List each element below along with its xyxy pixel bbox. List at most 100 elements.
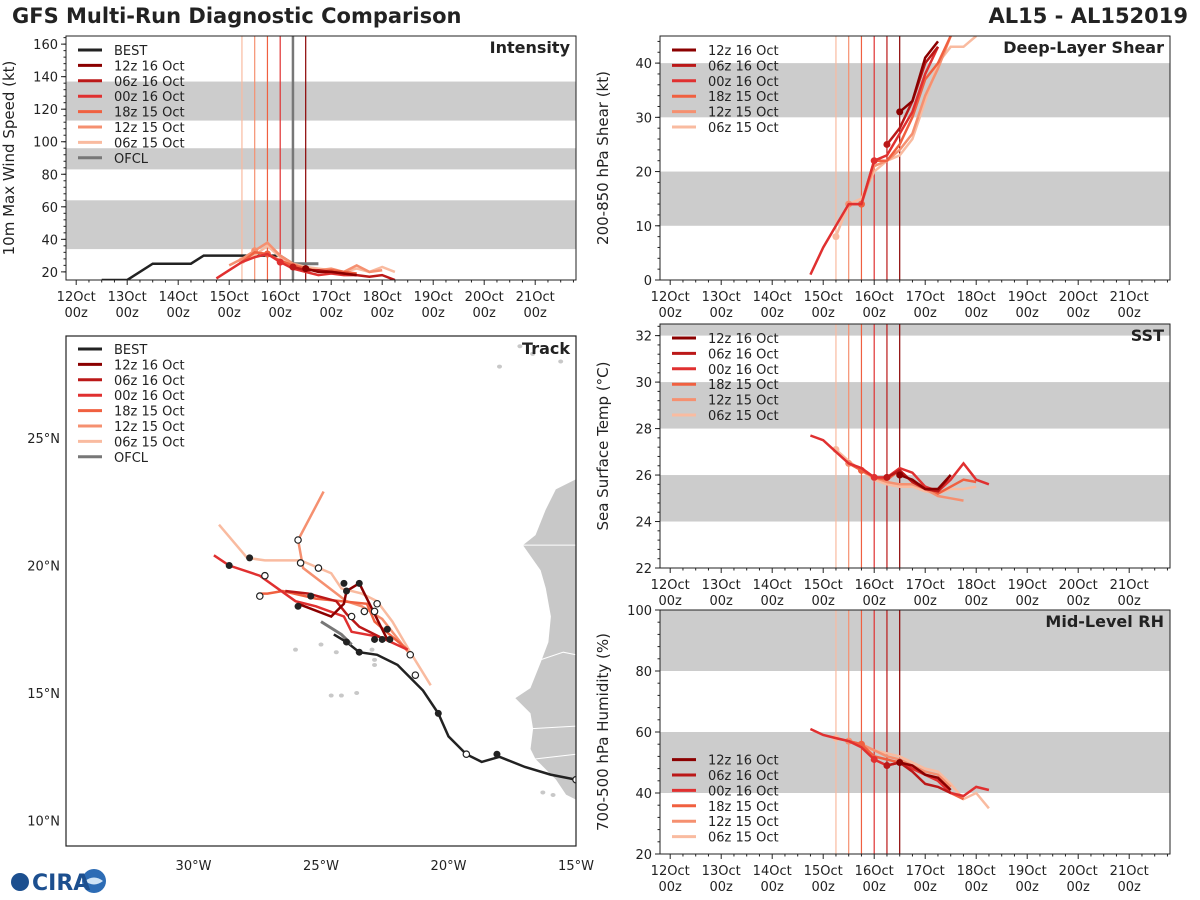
track-marker-00z xyxy=(340,579,348,587)
x-tick-label: 21Oct xyxy=(1110,290,1149,305)
x-tick-label: 20Oct xyxy=(1059,864,1098,879)
x-tick-label: 19Oct xyxy=(1008,290,1047,305)
x-tick-sublabel: 00z xyxy=(1067,594,1091,609)
track-marker-00z xyxy=(246,554,254,562)
track-marker-12z xyxy=(255,592,264,600)
track-18z15 xyxy=(259,589,409,651)
x-tick-label: 20Oct xyxy=(1059,290,1098,305)
y-tick-label: 20 xyxy=(41,266,58,281)
y-tick-label: 10 xyxy=(635,220,652,235)
x-tick-sublabel: 00z xyxy=(1016,306,1040,321)
x-tick-sublabel: 00z xyxy=(965,306,989,321)
x-tick-label: 19Oct xyxy=(414,290,453,305)
x-tick-label: 13Oct xyxy=(108,290,147,305)
legend-label: 12z 15 Oct xyxy=(708,394,779,409)
track-marker-12z xyxy=(360,607,369,616)
lat-label: 10°N xyxy=(27,815,60,830)
border xyxy=(540,651,576,661)
island xyxy=(369,647,375,652)
y-tick-label: 0 xyxy=(644,274,652,289)
y-tick-label: 26 xyxy=(635,469,652,484)
x-tick-sublabel: 00z xyxy=(965,594,989,609)
threshold-band xyxy=(660,324,1170,336)
island xyxy=(372,662,378,667)
y-tick-label: 28 xyxy=(635,423,652,438)
threshold-band xyxy=(66,81,576,121)
y-tick-label: 32 xyxy=(635,330,652,345)
x-tick-label: 20Oct xyxy=(465,290,504,305)
panel-title: Intensity xyxy=(490,38,571,57)
x-tick-sublabel: 00z xyxy=(1118,880,1142,895)
legend-label: 12z 15 Oct xyxy=(114,121,185,136)
track-marker-00z xyxy=(493,750,501,758)
lon-label: 25°W xyxy=(303,859,339,874)
legend-label: BEST xyxy=(114,44,147,59)
x-tick-label: 13Oct xyxy=(702,578,741,593)
init-marker-06z16 xyxy=(289,263,297,271)
y-tick-label: 60 xyxy=(41,201,58,216)
series-00z16 xyxy=(215,252,357,280)
axes-frame xyxy=(659,35,1171,281)
x-tick-label: 18Oct xyxy=(957,290,996,305)
series-12z16 xyxy=(899,761,952,791)
x-tick-label: 14Oct xyxy=(753,290,792,305)
lon-label: 30°W xyxy=(176,859,212,874)
y-tick-label: 40 xyxy=(635,57,652,72)
x-tick-sublabel: 00z xyxy=(761,306,785,321)
legend-label: 00z 16 Oct xyxy=(708,363,779,378)
legend-label: 18z 15 Oct xyxy=(708,800,779,815)
x-tick-sublabel: 00z xyxy=(914,594,938,609)
legend-label: 06z 16 Oct xyxy=(114,374,185,389)
track-marker-00z xyxy=(307,592,315,600)
track-marker-00z xyxy=(383,625,391,633)
track-marker-00z xyxy=(378,635,386,643)
x-tick-label: 18Oct xyxy=(363,290,402,305)
lon-label: 20°W xyxy=(431,859,467,874)
logo-text: CIRA xyxy=(32,871,90,896)
island xyxy=(558,359,564,364)
x-tick-sublabel: 00z xyxy=(659,594,683,609)
y-tick-label: 80 xyxy=(41,168,58,183)
x-tick-label: 16Oct xyxy=(855,578,894,593)
legend-label: 00z 16 Oct xyxy=(114,90,185,105)
legend-label: 12z 16 Oct xyxy=(708,332,779,347)
series-00z16 xyxy=(809,434,990,493)
island xyxy=(293,647,298,652)
track-12z15 xyxy=(296,491,412,656)
island xyxy=(328,693,334,698)
x-tick-label: 16Oct xyxy=(855,864,894,879)
x-tick-sublabel: 00z xyxy=(116,306,140,321)
x-tick-label: 12Oct xyxy=(651,578,690,593)
init-marker-00z16 xyxy=(870,755,878,763)
y-tick-label: 100 xyxy=(33,136,58,151)
panel-shear: 01020304012Oct00z13Oct00z14Oct00z15Oct00… xyxy=(594,35,1171,321)
x-tick-sublabel: 00z xyxy=(812,594,836,609)
legend-label: 18z 15 Oct xyxy=(708,90,779,105)
x-tick-sublabel: 00z xyxy=(812,306,836,321)
x-tick-label: 15Oct xyxy=(804,864,843,879)
border xyxy=(530,725,576,730)
x-tick-label: 18Oct xyxy=(957,578,996,593)
legend-label: 06z 15 Oct xyxy=(708,831,779,846)
y-tick-label: 24 xyxy=(635,516,652,531)
x-tick-sublabel: 00z xyxy=(965,880,989,895)
y-axis-label: Sea Surface Temp (°C) xyxy=(594,361,612,530)
x-tick-sublabel: 00z xyxy=(1118,306,1142,321)
legend-label: 06z 15 Oct xyxy=(114,136,185,151)
island xyxy=(372,657,378,662)
track-marker-00z xyxy=(294,602,302,610)
panel-title: Mid-Level RH xyxy=(1045,612,1164,631)
init-marker-06z16 xyxy=(883,140,891,148)
series-06z15 xyxy=(834,36,978,238)
storm-id: AL15 - AL152019 xyxy=(988,4,1189,28)
init-marker-00z16 xyxy=(276,258,284,266)
x-tick-label: 21Oct xyxy=(1110,578,1149,593)
panel-title: SST xyxy=(1131,326,1164,345)
legend-label: 18z 15 Oct xyxy=(708,378,779,393)
legend-label: 06z 15 Oct xyxy=(708,409,779,424)
y-tick-label: 100 xyxy=(627,604,652,619)
x-tick-label: 14Oct xyxy=(753,864,792,879)
